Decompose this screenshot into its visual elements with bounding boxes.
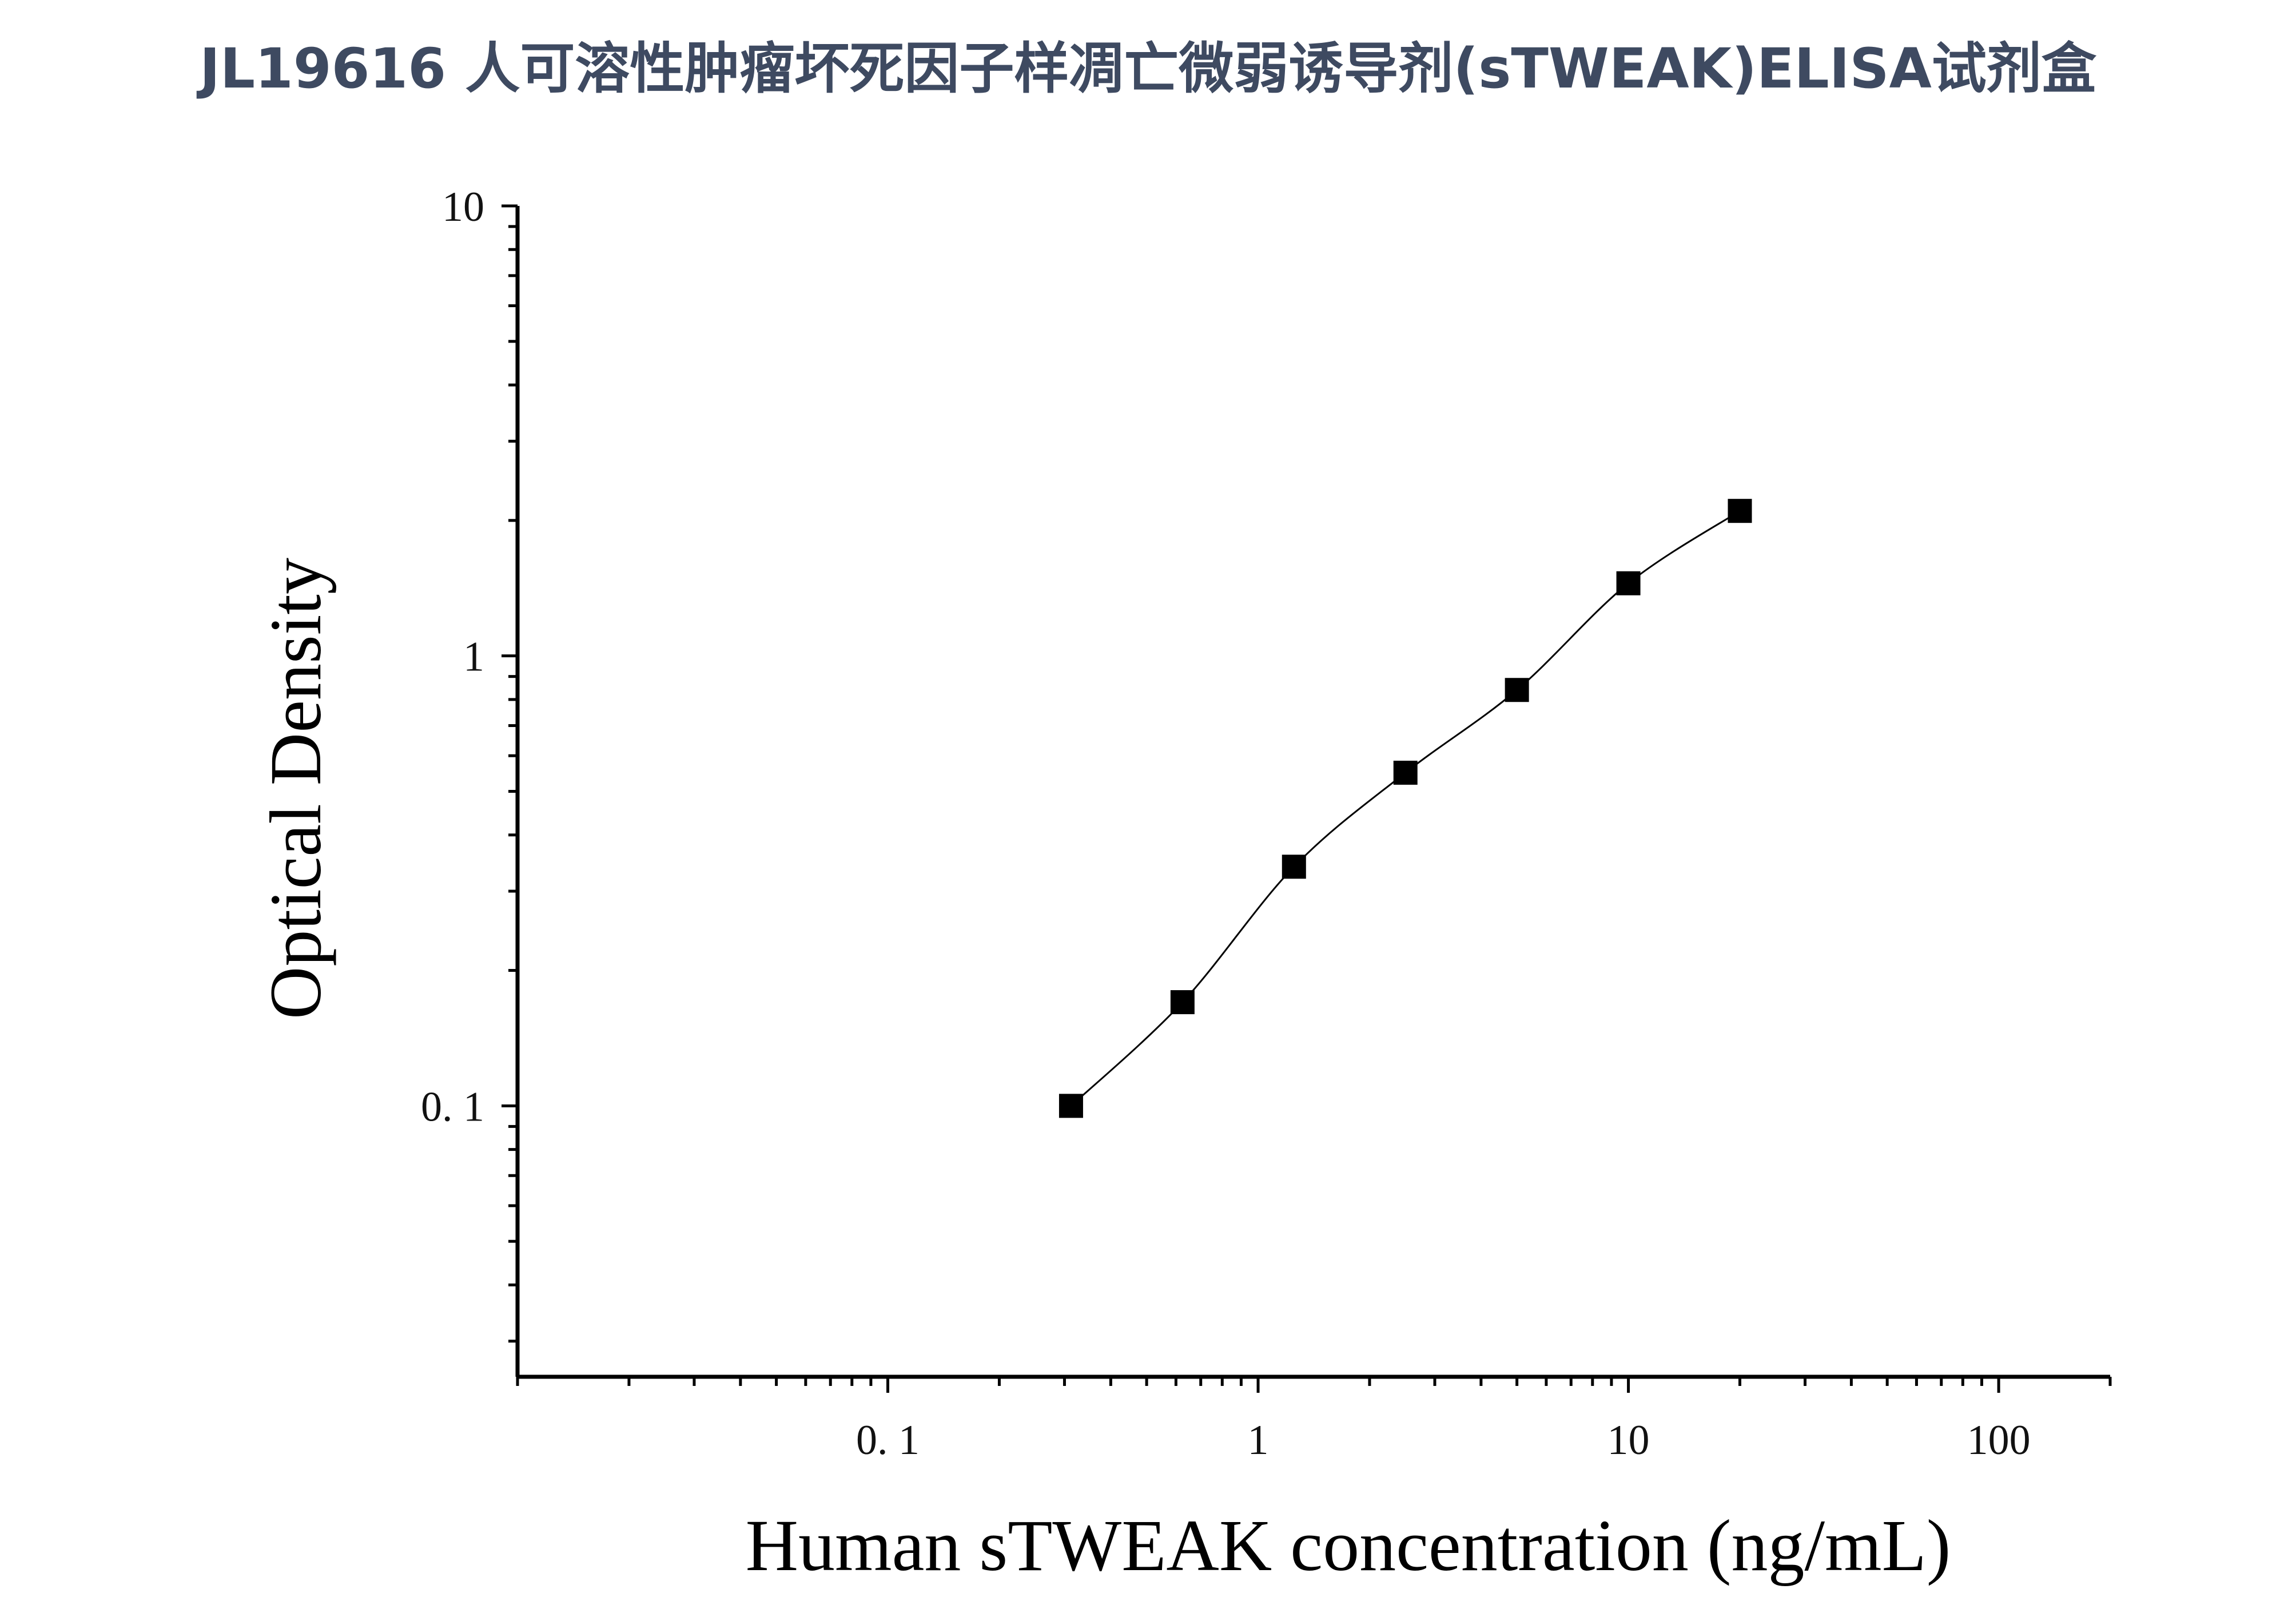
x-tick-label: 0. 1 (856, 1417, 920, 1464)
y-tick-label: 1 (463, 634, 484, 681)
data-points (1059, 499, 1752, 1118)
data-point-marker (1616, 571, 1641, 595)
y-axis-title: Optical Density (255, 558, 336, 1019)
chart-title: JL19616 人可溶性肿瘤坏死因子样凋亡微弱诱导剂(sTWEAK)ELISA试… (200, 37, 2096, 101)
y-tick-label: 10 (442, 184, 484, 231)
x-tick-label: 100 (1967, 1417, 2031, 1464)
fit-line (1070, 510, 1741, 1107)
y-tick-label: 0. 1 (421, 1083, 484, 1130)
data-point-marker (1059, 1094, 1083, 1118)
data-point-marker (1505, 678, 1529, 702)
data-point-marker (1282, 855, 1306, 879)
x-tick-label: 10 (1607, 1417, 1650, 1464)
axes: 0. 1 1 10 100 0. 1 1 10 (421, 184, 2112, 1464)
data-point-marker (1728, 499, 1752, 523)
fit-curve (1070, 510, 1741, 1107)
data-point-marker (1170, 990, 1195, 1015)
x-axis-title: Human sTWEAK concentration (ng/mL) (746, 1505, 1951, 1586)
data-point-marker (1393, 760, 1418, 785)
x-tick-label: 1 (1248, 1417, 1269, 1464)
